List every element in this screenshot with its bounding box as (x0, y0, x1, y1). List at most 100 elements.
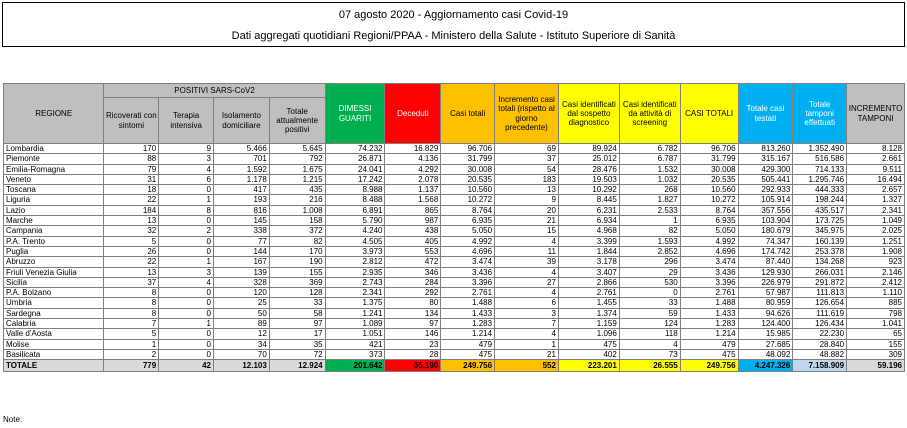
cell-incremento-tamponi: 2.146 (846, 266, 905, 278)
cell-incremento-casi: 4 (494, 266, 559, 278)
cell-casi-totali-2: 3.396 (679, 276, 739, 289)
cell-screening: 33 (618, 297, 681, 309)
cell-screening: 73 (618, 348, 681, 361)
cell-isolamento: 1.178 (213, 173, 270, 186)
cell-screening: 296 (618, 256, 681, 268)
cell-isolamento: 816 (213, 204, 270, 217)
cell-casi-totali-2: 5.050 (679, 225, 739, 237)
cell-ricoverati: 8 (103, 297, 160, 309)
cell-isolamento: 5.466 (213, 142, 270, 155)
cell-regione: Piemonte (2, 153, 105, 165)
cell-terapia: 9 (158, 142, 214, 155)
cell-tamponi: 173.725 (792, 215, 848, 227)
cell-casi-testati: 292.933 (737, 184, 794, 196)
cell-terapia: 6 (158, 173, 214, 186)
header-deceduti: Deceduti (384, 83, 442, 144)
cell-isolamento: 12.103 (213, 359, 270, 373)
table-row: Calabria 7 1 89 97 1.089 97 1.283 7 1.159 124 1.283… (2, 318, 905, 330)
cell-casi-totali-2: 20.535 (679, 173, 739, 186)
cell-casi-testati: 357.556 (737, 204, 794, 217)
cell-casi-testati: 48.092 (737, 348, 794, 361)
cell-isolamento: 50 (213, 307, 270, 320)
cell-sospetto: 223.201 (557, 359, 620, 373)
table-row: P.A. Trento 5 0 77 82 4.505 405 4.992 4 3.399 1.59… (2, 235, 905, 247)
cell-casi-totali-2: 1.488 (679, 297, 739, 309)
cell-tamponi: 435.517 (792, 204, 848, 217)
cell-ricoverati: 88 (103, 153, 160, 165)
cell-casi-totali-2: 10.560 (679, 184, 739, 196)
cell-terapia: 0 (158, 245, 214, 258)
cell-incremento-tamponi: 1.908 (846, 245, 905, 258)
cell-casi-totali: 6.935 (440, 215, 496, 227)
cell-terapia: 0 (158, 297, 214, 309)
cell-incremento-tamponi: 155 (846, 338, 905, 350)
cell-terapia: 3 (158, 153, 214, 165)
cell-isolamento: 338 (213, 225, 270, 237)
header-ricoverati: Ricoverati con sintomi (103, 97, 160, 144)
cell-totale-positivi: 17 (268, 328, 326, 340)
cell-ricoverati: 7 (103, 318, 160, 330)
cell-deceduti: 80 (384, 297, 442, 309)
cell-casi-testati: 105.914 (737, 194, 794, 206)
cell-terapia: 8 (158, 204, 214, 217)
cell-ricoverati: 1 (103, 338, 160, 350)
cell-deceduti: 23 (384, 338, 442, 350)
table-row: P.A. Bolzano 8 0 120 128 2.341 292 2.761 4 2.761 0… (2, 287, 905, 299)
cell-ricoverati: 5 (103, 328, 160, 340)
cell-terapia: 1 (158, 318, 214, 330)
cell-regione: Puglia (2, 245, 105, 258)
cell-dimessi: 1.375 (324, 297, 386, 309)
cell-tamponi: 160.139 (792, 235, 848, 247)
header-screening: Casi identificati da attività di screeni… (618, 83, 681, 144)
cell-ricoverati: 32 (103, 225, 160, 237)
cell-casi-totali-2: 96.706 (679, 142, 739, 155)
cell-casi-testati: 74.347 (737, 235, 794, 247)
cell-dimessi: 2.341 (324, 287, 386, 299)
cell-screening: 1 (618, 215, 681, 227)
cell-screening: 0 (618, 287, 681, 299)
cell-incremento-casi: 13 (494, 184, 559, 196)
cell-dimessi: 17.242 (324, 173, 386, 186)
cell-incremento-tamponi: 309 (846, 348, 905, 361)
cell-terapia: 0 (158, 287, 214, 299)
cell-regione: Sardegna (2, 307, 105, 320)
cell-incremento-tamponi: 1.049 (846, 215, 905, 227)
report-subtitle: Dati aggregati quotidiani Regioni/PPAA -… (231, 30, 676, 42)
table-row: Molise 1 0 34 35 421 23 479 1 475 4 479 27.685 28.840… (2, 338, 905, 350)
cell-totale-positivi: 12.924 (268, 359, 326, 373)
cell-incremento-casi: 7 (494, 318, 559, 330)
cell-casi-totali-2: 3.474 (679, 256, 739, 268)
cell-incremento-tamponi: 1.110 (846, 287, 905, 299)
cell-isolamento: 328 (213, 276, 270, 289)
cell-regione: Marche (2, 215, 105, 227)
cell-incremento-casi: 37 (494, 153, 559, 165)
header-positivi-group: POSITIVI SARS-CoV2 (103, 83, 326, 98)
cell-deceduti: 438 (384, 225, 442, 237)
cell-isolamento: 1.592 (213, 163, 270, 175)
cell-isolamento: 144 (213, 245, 270, 258)
cell-regione: Veneto (2, 173, 105, 186)
cell-screening: 268 (618, 184, 681, 196)
cell-totale-positivi: 128 (268, 287, 326, 299)
cell-sospetto: 3.399 (557, 235, 620, 247)
cell-screening: 1.593 (618, 235, 681, 247)
cell-incremento-tamponi: 9.511 (846, 163, 905, 175)
cell-isolamento: 89 (213, 318, 270, 330)
cell-sospetto: 1.096 (557, 328, 620, 340)
cell-casi-totali: 3.436 (440, 266, 496, 278)
cell-isolamento: 12 (213, 328, 270, 340)
cell-screening: 2.852 (618, 245, 681, 258)
cell-casi-totali: 479 (440, 338, 496, 350)
cell-incremento-casi: 39 (494, 256, 559, 268)
table-row: Lazio 184 8 816 1.008 6.891 865 8.764 20 6.231 2.5… (2, 204, 905, 217)
cell-incremento-tamponi: 16.494 (846, 173, 905, 186)
cell-tamponi: 134.268 (792, 256, 848, 268)
cell-sospetto: 3.178 (557, 256, 620, 268)
cell-ricoverati: 170 (103, 142, 160, 155)
cell-regione: Toscana (2, 184, 105, 196)
cell-sospetto: 6.231 (557, 204, 620, 217)
cell-incremento-tamponi: 2.412 (846, 276, 905, 289)
header-dimessi: DIMESSI GUARITI (324, 83, 386, 144)
cell-isolamento: 120 (213, 287, 270, 299)
cell-casi-totali: 1.488 (440, 297, 496, 309)
